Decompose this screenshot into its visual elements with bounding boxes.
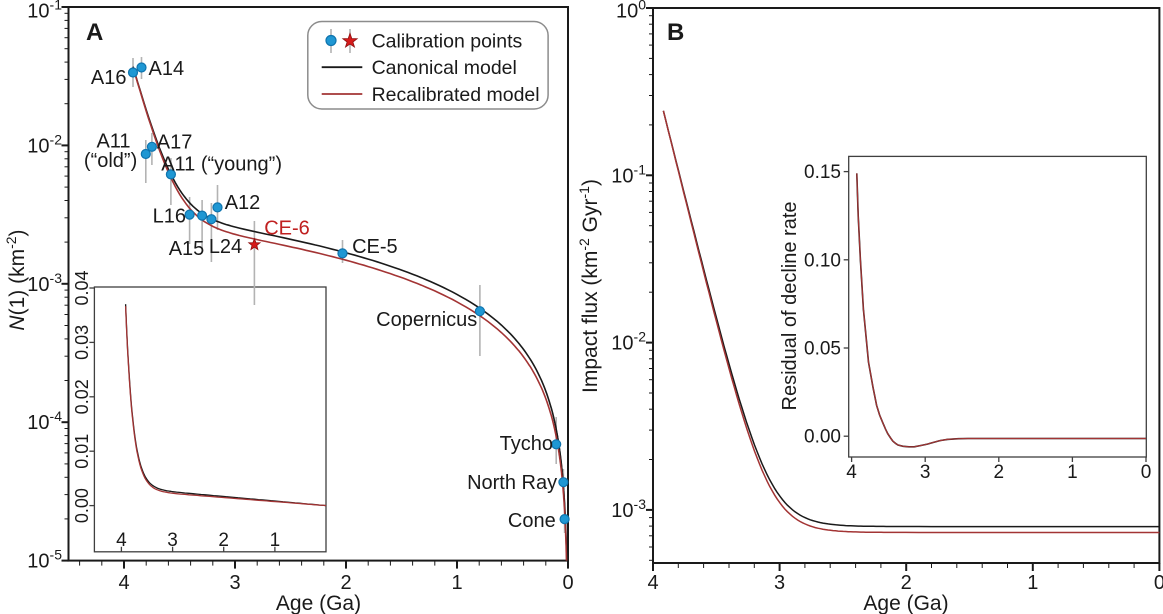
svg-text:1: 1 — [1027, 572, 1038, 594]
svg-text:Recalibrated model: Recalibrated model — [372, 84, 540, 106]
svg-text:0.15: 0.15 — [804, 162, 841, 183]
svg-text:10-1: 10-1 — [611, 161, 646, 187]
svg-text:North Ray: North Ray — [467, 472, 557, 494]
svg-text:0.00: 0.00 — [804, 427, 841, 448]
svg-text:0.04: 0.04 — [72, 270, 92, 305]
svg-text:0.10: 0.10 — [804, 250, 841, 271]
svg-text:0.05: 0.05 — [804, 339, 841, 360]
svg-text:A14: A14 — [149, 58, 185, 80]
svg-text:2: 2 — [994, 462, 1005, 483]
svg-text:B: B — [667, 19, 684, 46]
svg-text:A15: A15 — [169, 238, 205, 260]
svg-text:A: A — [86, 19, 103, 46]
svg-text:A12: A12 — [225, 192, 261, 214]
svg-text:L16: L16 — [153, 206, 186, 228]
svg-text:Age (Ga): Age (Ga) — [863, 592, 948, 614]
svg-text:A17: A17 — [157, 132, 193, 154]
svg-text:Calibration points: Calibration points — [372, 31, 523, 53]
svg-text:10-5: 10-5 — [27, 547, 62, 573]
svg-text:4: 4 — [647, 572, 658, 594]
svg-text:0: 0 — [1141, 462, 1152, 483]
svg-text:3: 3 — [920, 462, 931, 483]
svg-text:3: 3 — [167, 530, 178, 551]
svg-text:Impact flux (km-2 Gyr-1): Impact flux (km-2 Gyr-1) — [576, 179, 602, 393]
svg-text:A11: A11 — [96, 131, 130, 153]
svg-text:Copernicus: Copernicus — [376, 309, 477, 331]
svg-text:10-4: 10-4 — [27, 408, 62, 434]
svg-text:2: 2 — [901, 572, 912, 594]
svg-text:4: 4 — [118, 572, 129, 594]
svg-text:2: 2 — [340, 572, 351, 594]
svg-text:0.02: 0.02 — [72, 379, 92, 414]
svg-text:Canonical model: Canonical model — [372, 57, 517, 79]
svg-text:4: 4 — [116, 530, 127, 551]
svg-text:0.03: 0.03 — [72, 325, 92, 360]
svg-text:3: 3 — [774, 572, 785, 594]
svg-text:A16: A16 — [91, 67, 127, 89]
svg-text:0: 0 — [562, 572, 573, 594]
svg-text:1: 1 — [451, 572, 462, 594]
svg-text:1: 1 — [270, 530, 281, 551]
svg-text:A11 (“young”): A11 (“young”) — [161, 154, 282, 176]
svg-text:Tycho: Tycho — [500, 433, 553, 455]
svg-text:Residual of decline rate: Residual of decline rate — [779, 201, 801, 410]
svg-text:(“old”): (“old”) — [84, 150, 137, 172]
svg-text:0: 0 — [1154, 572, 1163, 594]
svg-text:0.00: 0.00 — [72, 488, 92, 523]
svg-text:3: 3 — [229, 572, 240, 594]
svg-text:CE-5: CE-5 — [352, 236, 398, 258]
svg-text:1: 1 — [1067, 462, 1078, 483]
svg-text:0.01: 0.01 — [72, 434, 92, 469]
svg-text:L24: L24 — [209, 236, 242, 258]
svg-text:Cone: Cone — [508, 510, 556, 532]
svg-text:2: 2 — [218, 530, 229, 551]
svg-text:4: 4 — [846, 462, 857, 483]
svg-text:CE-6: CE-6 — [264, 217, 310, 239]
svg-text:Age (Ga): Age (Ga) — [276, 592, 361, 614]
